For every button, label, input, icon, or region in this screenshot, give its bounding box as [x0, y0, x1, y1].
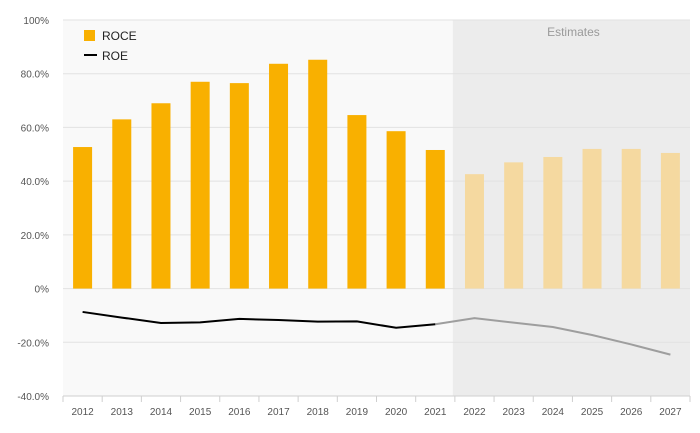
roce-bar: [425, 149, 445, 289]
roce-bar: [151, 103, 171, 289]
roce-bar: [464, 174, 484, 289]
x-tick-label: 2020: [385, 407, 408, 418]
roce-bar: [386, 131, 406, 289]
roce-bar: [190, 81, 210, 289]
roce-bars: [73, 59, 680, 289]
x-tick-label: 2012: [71, 407, 94, 418]
y-tick-label: 100%: [23, 16, 49, 27]
x-tick-label: 2021: [424, 407, 447, 418]
x-tick-label: 2023: [503, 407, 526, 418]
legend[interactable]: ROCE ROE: [84, 29, 137, 63]
x-tick-label: 2013: [111, 407, 134, 418]
legend-roce-swatch: [84, 30, 95, 41]
roe-line: [82, 310, 671, 356]
x-tick-label: 2027: [659, 407, 682, 418]
roce-bar: [73, 147, 93, 289]
legend-roce-label: ROCE: [102, 29, 137, 43]
roe-line-estimates: [435, 317, 671, 356]
x-tick-label: 2024: [542, 407, 565, 418]
y-tick-label: 40.0%: [21, 177, 49, 188]
y-tick-label: -40.0%: [17, 392, 49, 403]
estimates-region: [452, 20, 690, 396]
y-tick-label: 60.0%: [21, 123, 49, 134]
y-tick-label: 0%: [35, 285, 50, 296]
y-tick-label: 80.0%: [21, 70, 49, 81]
x-axis: 2012 2013 2014 2015 2016 2017 2018 2019 2020 2021…: [62, 395, 691, 418]
x-tick-label: 2025: [581, 407, 604, 418]
y-axis-ticks: -40.0% -20.0% 0% 20.0% 40.0% 60.0% 80.0% 100%: [17, 16, 49, 403]
x-tick-label: 2015: [189, 407, 212, 418]
x-tick-label: 2014: [150, 407, 173, 418]
roce-bar: [660, 152, 680, 289]
roce-bar: [543, 156, 563, 289]
roce-bar: [269, 63, 289, 289]
y-tick-label: 20.0%: [21, 231, 49, 242]
roce-bar: [621, 148, 641, 289]
roce-bar: [229, 83, 249, 289]
x-tick-label: 2017: [267, 407, 290, 418]
y-tick-label: -20.0%: [17, 338, 49, 349]
roce-bar: [347, 115, 367, 289]
x-tick-label: 2022: [463, 407, 486, 418]
roe-line-historical: [82, 310, 436, 329]
roce-bar: [582, 148, 602, 289]
x-tick-label: 2018: [307, 407, 330, 418]
roce-bar: [112, 119, 132, 289]
x-tick-label: 2019: [346, 407, 369, 418]
estimates-label: Estimates: [547, 25, 600, 39]
x-tick-label: 2016: [228, 407, 251, 418]
roce-bar: [504, 162, 524, 289]
roce-bar: [308, 59, 328, 289]
legend-roe-label: ROE: [102, 49, 128, 63]
x-tick-label: 2026: [620, 407, 643, 418]
